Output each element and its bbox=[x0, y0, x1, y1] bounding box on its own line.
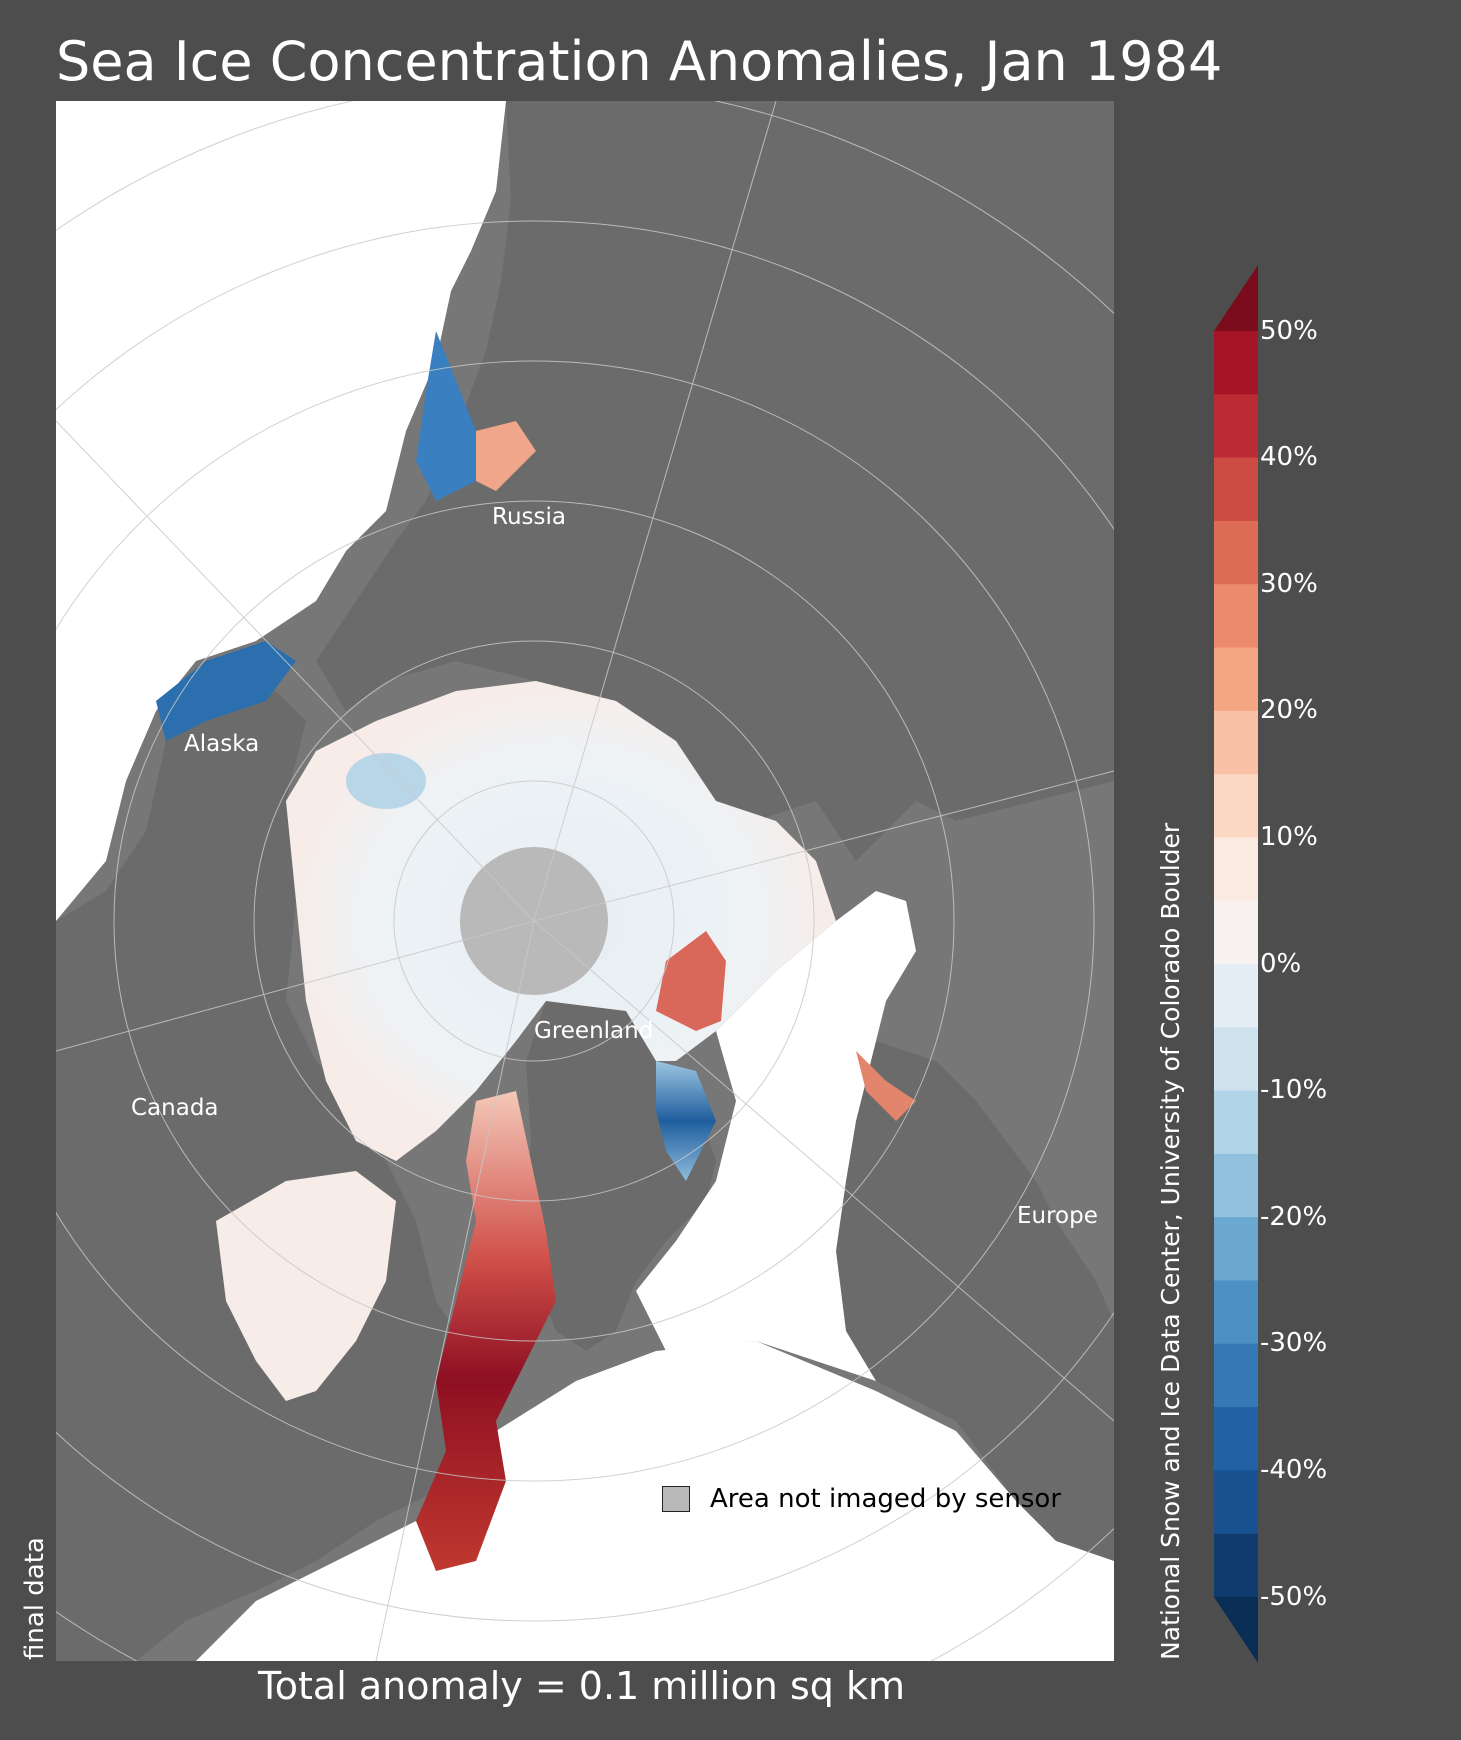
map-legend: Area not imaged by sensor bbox=[662, 1484, 1061, 1514]
colorbar-cell bbox=[1214, 1027, 1258, 1092]
colorbar-cell bbox=[1214, 774, 1258, 838]
legend-label: Area not imaged by sensor bbox=[710, 1484, 1062, 1514]
colorbar-cell bbox=[1214, 964, 1258, 1028]
barents-positive-anomaly bbox=[656, 931, 726, 1031]
data-status-label: final data bbox=[20, 1537, 50, 1660]
colorbar-tick: 50% bbox=[1260, 316, 1318, 346]
colorbar-cell bbox=[1214, 394, 1258, 459]
colorbar-cell bbox=[1214, 1217, 1258, 1281]
colorbar bbox=[1214, 265, 1258, 1663]
colorbar-cell bbox=[1214, 1407, 1258, 1471]
map-label-alaska: Alaska bbox=[184, 731, 260, 757]
map-label-europe: Europe bbox=[1017, 1203, 1098, 1229]
colorbar-cell bbox=[1214, 331, 1258, 395]
colorbar-over-arrow bbox=[1214, 265, 1258, 331]
colorbar-tick: -40% bbox=[1260, 1455, 1328, 1485]
total-anomaly: Total anomaly = 0.1 million sq km bbox=[258, 1664, 905, 1708]
colorbar-cell bbox=[1214, 647, 1258, 712]
colorbar-cells bbox=[1214, 331, 1258, 1598]
nordic-seas-area bbox=[636, 891, 916, 1381]
colorbar-tick: -30% bbox=[1260, 1328, 1328, 1358]
colorbar-cell bbox=[1214, 837, 1258, 902]
colorbar-tick: -20% bbox=[1260, 1202, 1328, 1232]
graticule bbox=[56, 101, 1114, 1661]
legend-swatch bbox=[662, 1486, 690, 1512]
colorbar-cell bbox=[1214, 900, 1258, 965]
baltic-positive-anomaly bbox=[856, 1051, 916, 1121]
north-america-land bbox=[56, 691, 496, 1661]
colorbar-cell bbox=[1214, 1280, 1258, 1345]
credit-label: National Snow and Ice Data Center, Unive… bbox=[1156, 822, 1185, 1660]
colorbar-cell bbox=[1214, 1153, 1258, 1218]
hudson-bay-ice bbox=[216, 1171, 396, 1401]
greenland-sea-negative-anomaly bbox=[656, 1061, 716, 1181]
colorbar-tick: 10% bbox=[1260, 822, 1318, 852]
okhotsk-negative-anomaly bbox=[416, 331, 476, 501]
map-label-greenland: Greenland bbox=[534, 1018, 654, 1044]
colorbar-cell bbox=[1214, 457, 1258, 522]
colorbar-tick: 40% bbox=[1260, 442, 1318, 472]
colorbar-cell bbox=[1214, 520, 1258, 585]
okhotsk-positive-anomaly bbox=[476, 421, 536, 491]
russia-land bbox=[316, 101, 1114, 861]
page-title: Sea Ice Concentration Anomalies, Jan 198… bbox=[56, 30, 1223, 93]
beaufort-blue-patch bbox=[346, 753, 426, 809]
arctic-map bbox=[56, 101, 1114, 1661]
colorbar-tick: 20% bbox=[1260, 695, 1318, 725]
colorbar-under-arrow bbox=[1214, 1597, 1258, 1663]
atlantic-ocean-area bbox=[196, 1341, 1114, 1661]
colorbar-cell bbox=[1214, 1343, 1258, 1408]
map-panel: Russia Alaska Canada Greenland Europe Ar… bbox=[56, 101, 1114, 1661]
colorbar-tick: -50% bbox=[1260, 1582, 1328, 1612]
colorbar-cell bbox=[1214, 710, 1258, 775]
pacific-ocean-area bbox=[56, 101, 506, 921]
colorbar-cell bbox=[1214, 1090, 1258, 1155]
labrador-sea-positive-anomaly bbox=[416, 1091, 556, 1571]
colorbar-tick: 0% bbox=[1260, 949, 1302, 979]
colorbar-tick: -10% bbox=[1260, 1075, 1328, 1105]
bering-negative-anomaly bbox=[156, 641, 296, 741]
colorbar-cell bbox=[1214, 1470, 1258, 1535]
map-label-canada: Canada bbox=[131, 1095, 219, 1121]
colorbar-tick: 30% bbox=[1260, 569, 1318, 599]
colorbar-cell bbox=[1214, 1533, 1258, 1598]
colorbar-cell bbox=[1214, 584, 1258, 648]
map-label-russia: Russia bbox=[492, 504, 566, 530]
